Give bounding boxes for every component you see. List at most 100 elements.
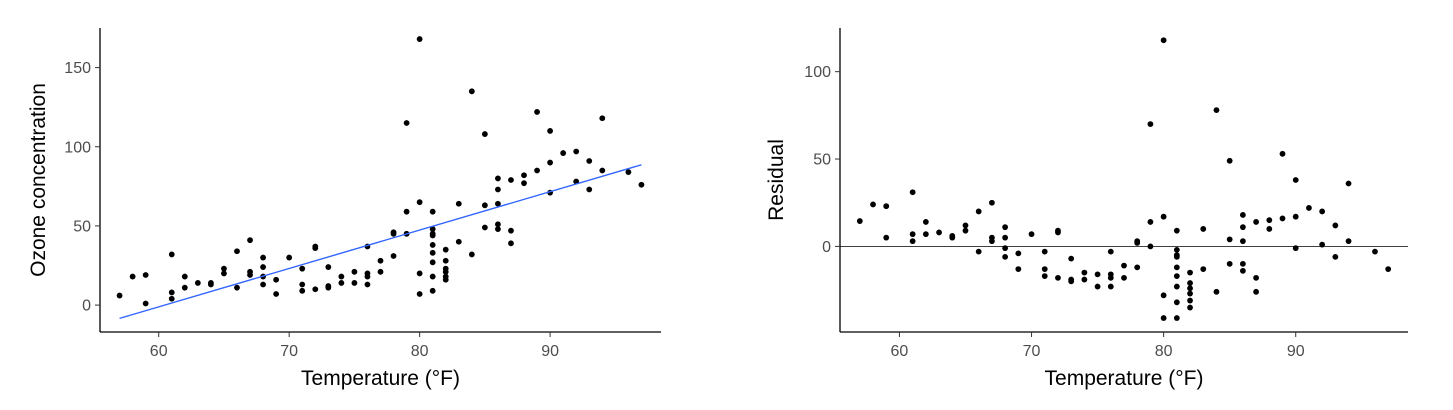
chart-1-data-point-38 xyxy=(1094,283,1101,290)
chart-0-x-axis-title: Temperature (°F) xyxy=(301,367,460,390)
chart-1-data-point-65 xyxy=(1187,280,1193,286)
chart-1-data-point-22 xyxy=(1002,245,1009,252)
chart-0-data-point-15 xyxy=(234,284,240,291)
chart-0-data-point-0 xyxy=(116,292,123,299)
chart-0-data-point-70 xyxy=(455,200,462,207)
chart-0-regression-line xyxy=(119,164,642,320)
chart-0-data-point-23 xyxy=(273,276,280,283)
chart-1-data-point-91 xyxy=(1292,245,1299,252)
chart-1-data-point-48 xyxy=(1147,121,1154,127)
ozone-vs-temperature-panel: 60 70 80 90 0 50 100 150 Temperature (°F) Ozone c… xyxy=(27,28,661,390)
chart-0-data-point-8 xyxy=(181,273,188,280)
chart-0-data-point-76 xyxy=(481,224,488,231)
chart-1-y-axis-title: Residual xyxy=(765,139,788,221)
chart-0-y-axis-title: Ozone concentration xyxy=(27,83,50,277)
chart-1-data-point-4 xyxy=(909,189,916,196)
chart-1-data-point-16 xyxy=(989,199,995,206)
chart-0-data-point-72 xyxy=(468,88,475,95)
chart-1-data-point-21 xyxy=(1002,253,1009,260)
chart-1-data-point-89 xyxy=(1292,177,1299,183)
chart-1-y-tick-label-1: 50 xyxy=(813,152,831,169)
chart-0-data-point-81 xyxy=(495,226,501,232)
chart-1-data-point-8 xyxy=(922,231,929,238)
chart-0-data-point-68 xyxy=(442,276,449,283)
chart-0-data-point-41 xyxy=(364,273,371,280)
chart-1-data-point-84 xyxy=(1253,288,1259,295)
chart-0-data-point-93 xyxy=(573,148,580,155)
chart-1-data-point-63 xyxy=(1173,252,1180,259)
chart-1-data-point-81 xyxy=(1239,267,1246,274)
chart-1-data-point-49 xyxy=(1147,219,1154,225)
chart-1-data-point-62 xyxy=(1173,315,1180,321)
chart-1-data-point-25 xyxy=(1028,231,1035,238)
chart-1-data-point-95 xyxy=(1332,222,1339,229)
chart-1-data-point-77 xyxy=(1239,212,1246,218)
chart-0-data-point-2 xyxy=(142,272,149,278)
chart-0-y-tick-label-2: 100 xyxy=(64,139,91,156)
chart-1-data-point-18 xyxy=(989,234,995,241)
chart-1-data-point-98 xyxy=(1345,238,1352,245)
chart-0-data-point-74 xyxy=(481,131,488,137)
chart-0-data-point-30 xyxy=(312,245,319,251)
chart-1-data-point-58 xyxy=(1173,264,1180,271)
chart-0-data-point-59 xyxy=(429,249,436,256)
chart-0-data-point-34 xyxy=(325,283,332,289)
chart-0-data-point-43 xyxy=(377,257,384,264)
chart-1-data-point-85 xyxy=(1266,217,1273,224)
chart-1-data-point-19 xyxy=(1002,224,1009,231)
chart-0-data-point-63 xyxy=(429,230,436,237)
chart-1-data-point-75 xyxy=(1226,236,1233,243)
chart-0-data-point-58 xyxy=(429,242,436,248)
chart-0-data-point-71 xyxy=(455,238,462,245)
chart-0-data-point-36 xyxy=(338,273,345,280)
chart-1-data-point-34 xyxy=(1068,276,1075,283)
chart-1-data-point-53 xyxy=(1160,315,1167,321)
chart-1-data-point-31 xyxy=(1055,274,1061,281)
chart-0-data-point-61 xyxy=(429,273,436,280)
chart-1-y-tick-label-2: 100 xyxy=(804,64,831,81)
chart-1-data-point-15 xyxy=(975,248,982,255)
chart-0-data-point-27 xyxy=(299,281,306,288)
chart-1-data-point-80 xyxy=(1239,260,1246,267)
chart-1-data-point-52 xyxy=(1160,292,1167,299)
chart-1-data-point-78 xyxy=(1239,224,1246,231)
chart-1-data-point-54 xyxy=(1160,37,1167,44)
chart-1-data-point-93 xyxy=(1319,208,1326,215)
chart-1-data-point-24 xyxy=(1015,266,1022,273)
chart-1-data-point-100 xyxy=(1385,266,1392,273)
chart-0-data-point-6 xyxy=(168,295,175,302)
chart-1-data-point-70 xyxy=(1200,226,1207,232)
chart-0-data-point-89 xyxy=(547,128,554,134)
chart-0-data-point-28 xyxy=(299,287,306,294)
chart-0-data-point-12 xyxy=(221,265,227,272)
chart-1-data-point-26 xyxy=(1041,248,1048,255)
chart-1-x-tick-label-1: 70 xyxy=(1023,343,1041,360)
chart-1-data-point-94 xyxy=(1319,241,1326,248)
chart-1-x-tick-label-2: 80 xyxy=(1155,343,1173,360)
chart-0-data-point-73 xyxy=(468,251,475,258)
chart-1-data-point-55 xyxy=(1173,227,1180,234)
chart-1-data-point-28 xyxy=(1041,273,1048,279)
chart-1-data-point-44 xyxy=(1121,274,1127,281)
chart-1-data-point-37 xyxy=(1094,271,1101,278)
chart-0-data-point-13 xyxy=(221,270,227,277)
chart-1-data-point-74 xyxy=(1226,157,1233,164)
chart-0-data-point-49 xyxy=(403,208,410,215)
chart-1-data-point-6 xyxy=(909,238,916,245)
chart-1-data-point-60 xyxy=(1173,283,1180,290)
chart-0-x-tick-label-0: 60 xyxy=(150,343,168,360)
chart-0-data-point-62 xyxy=(429,287,436,294)
chart-1-data-point-27 xyxy=(1041,266,1048,273)
chart-1-data-point-83 xyxy=(1253,274,1259,281)
chart-0-data-point-20 xyxy=(260,264,266,270)
chart-1-data-point-47 xyxy=(1134,264,1141,271)
chart-0-data-point-55 xyxy=(429,208,436,215)
chart-0-data-point-78 xyxy=(495,186,501,193)
chart-0-data-point-80 xyxy=(495,221,501,228)
chart-0-data-point-24 xyxy=(273,291,280,297)
chart-1-data-point-30 xyxy=(1055,229,1061,236)
chart-0-data-point-31 xyxy=(312,286,319,293)
chart-0-data-point-83 xyxy=(508,227,514,234)
